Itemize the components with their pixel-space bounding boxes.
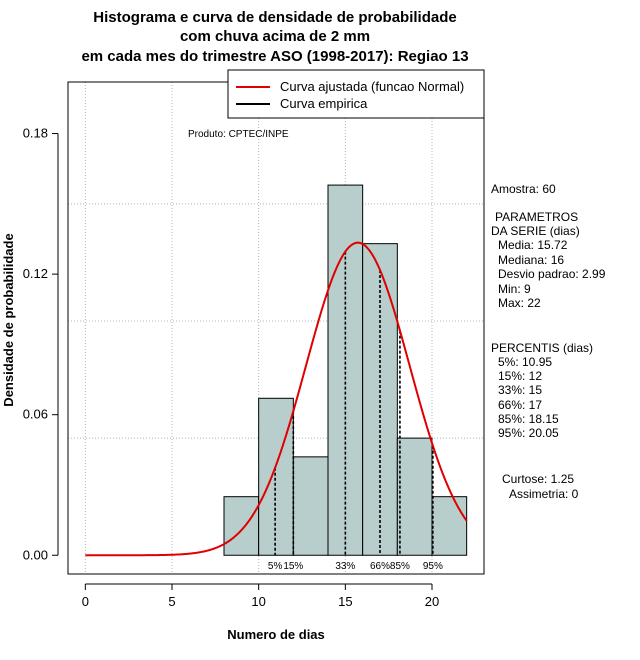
stat-mediana: Mediana: 16 (498, 253, 565, 267)
y-tick-label: 0.06 (23, 407, 48, 422)
stat-p15: 15%: 12 (498, 369, 543, 383)
percentile-label: 85% (390, 561, 410, 572)
legend-box (227, 69, 485, 119)
legend: Curva ajustada (funcao Normal) Curva emp… (227, 69, 485, 119)
normal-curve (85, 241, 468, 557)
percentile-label: 15% (283, 561, 303, 572)
stat-media: Media: 15.72 (498, 238, 568, 252)
legend-label-empirical: Curva empirica (280, 96, 368, 111)
stat-desvio: Desvio padrao: 2.99 (498, 267, 606, 281)
params-title-2: DA SERIE (dias) (491, 224, 580, 238)
x-tick-label: 5 (168, 594, 175, 609)
stat-assimetria: Assimetria: 0 (509, 487, 579, 501)
percentile-lines (274, 251, 434, 556)
percentile-label: 5% (268, 561, 283, 572)
x-axis: 0 5 10 15 20 (82, 583, 439, 609)
histogram-bar (292, 456, 329, 556)
stat-min: Min: 9 (498, 282, 531, 296)
legend-label-fitted: Curva ajustada (funcao Normal) (280, 79, 464, 94)
product-annotation: Produto: CPTEC/INPE (188, 129, 289, 140)
x-tick-label: 0 (82, 594, 89, 609)
sample-size: Amostra: 60 (491, 182, 556, 196)
x-tick-label: 10 (251, 594, 265, 609)
histogram-bar (431, 496, 468, 556)
stat-p66: 66%: 17 (498, 398, 543, 412)
histogram-bar (396, 437, 433, 556)
stat-p85: 85%: 18.15 (498, 412, 559, 426)
percentile-labels: 5% 15% 33% 66% 85% 95% (268, 561, 443, 572)
percentis-title: PERCENTIS (dias) (491, 341, 594, 355)
y-tick-label: 0.12 (23, 266, 48, 281)
x-axis-label: Numero de dias (227, 627, 325, 642)
title-line-2: com chuva acima de 2 mm (180, 28, 370, 45)
stat-p95: 95%: 20.05 (498, 426, 559, 440)
title-line-1: Histograma e curva de densidade de proba… (93, 9, 456, 26)
histogram-bar (327, 184, 364, 556)
stat-p33: 33%: 15 (498, 383, 543, 397)
title-line-3: em cada mes do trimestre ASO (1998-2017)… (81, 48, 468, 65)
y-axis: 0.00 0.06 0.12 0.18 (23, 126, 59, 562)
stat-p5: 5%: 10.95 (498, 355, 553, 369)
y-axis-label: Densidade de probabilidade (1, 233, 16, 406)
chart-title: Histograma e curva de densidade de proba… (81, 9, 468, 65)
stat-curtose: Curtose: 1.25 (502, 472, 575, 486)
stat-max: Max: 22 (498, 296, 541, 310)
y-tick-label: 0.18 (23, 126, 48, 141)
x-tick-label: 15 (338, 594, 352, 609)
percentile-label: 95% (423, 561, 443, 572)
params-title-1: PARAMETROS (495, 210, 579, 224)
histogram-bar (258, 397, 294, 556)
percentile-label: 66% (370, 561, 390, 572)
x-tick-label: 20 (425, 594, 439, 609)
y-tick-label: 0.00 (23, 547, 48, 562)
histogram-bar (223, 496, 260, 556)
percentile-label: 33% (335, 561, 355, 572)
